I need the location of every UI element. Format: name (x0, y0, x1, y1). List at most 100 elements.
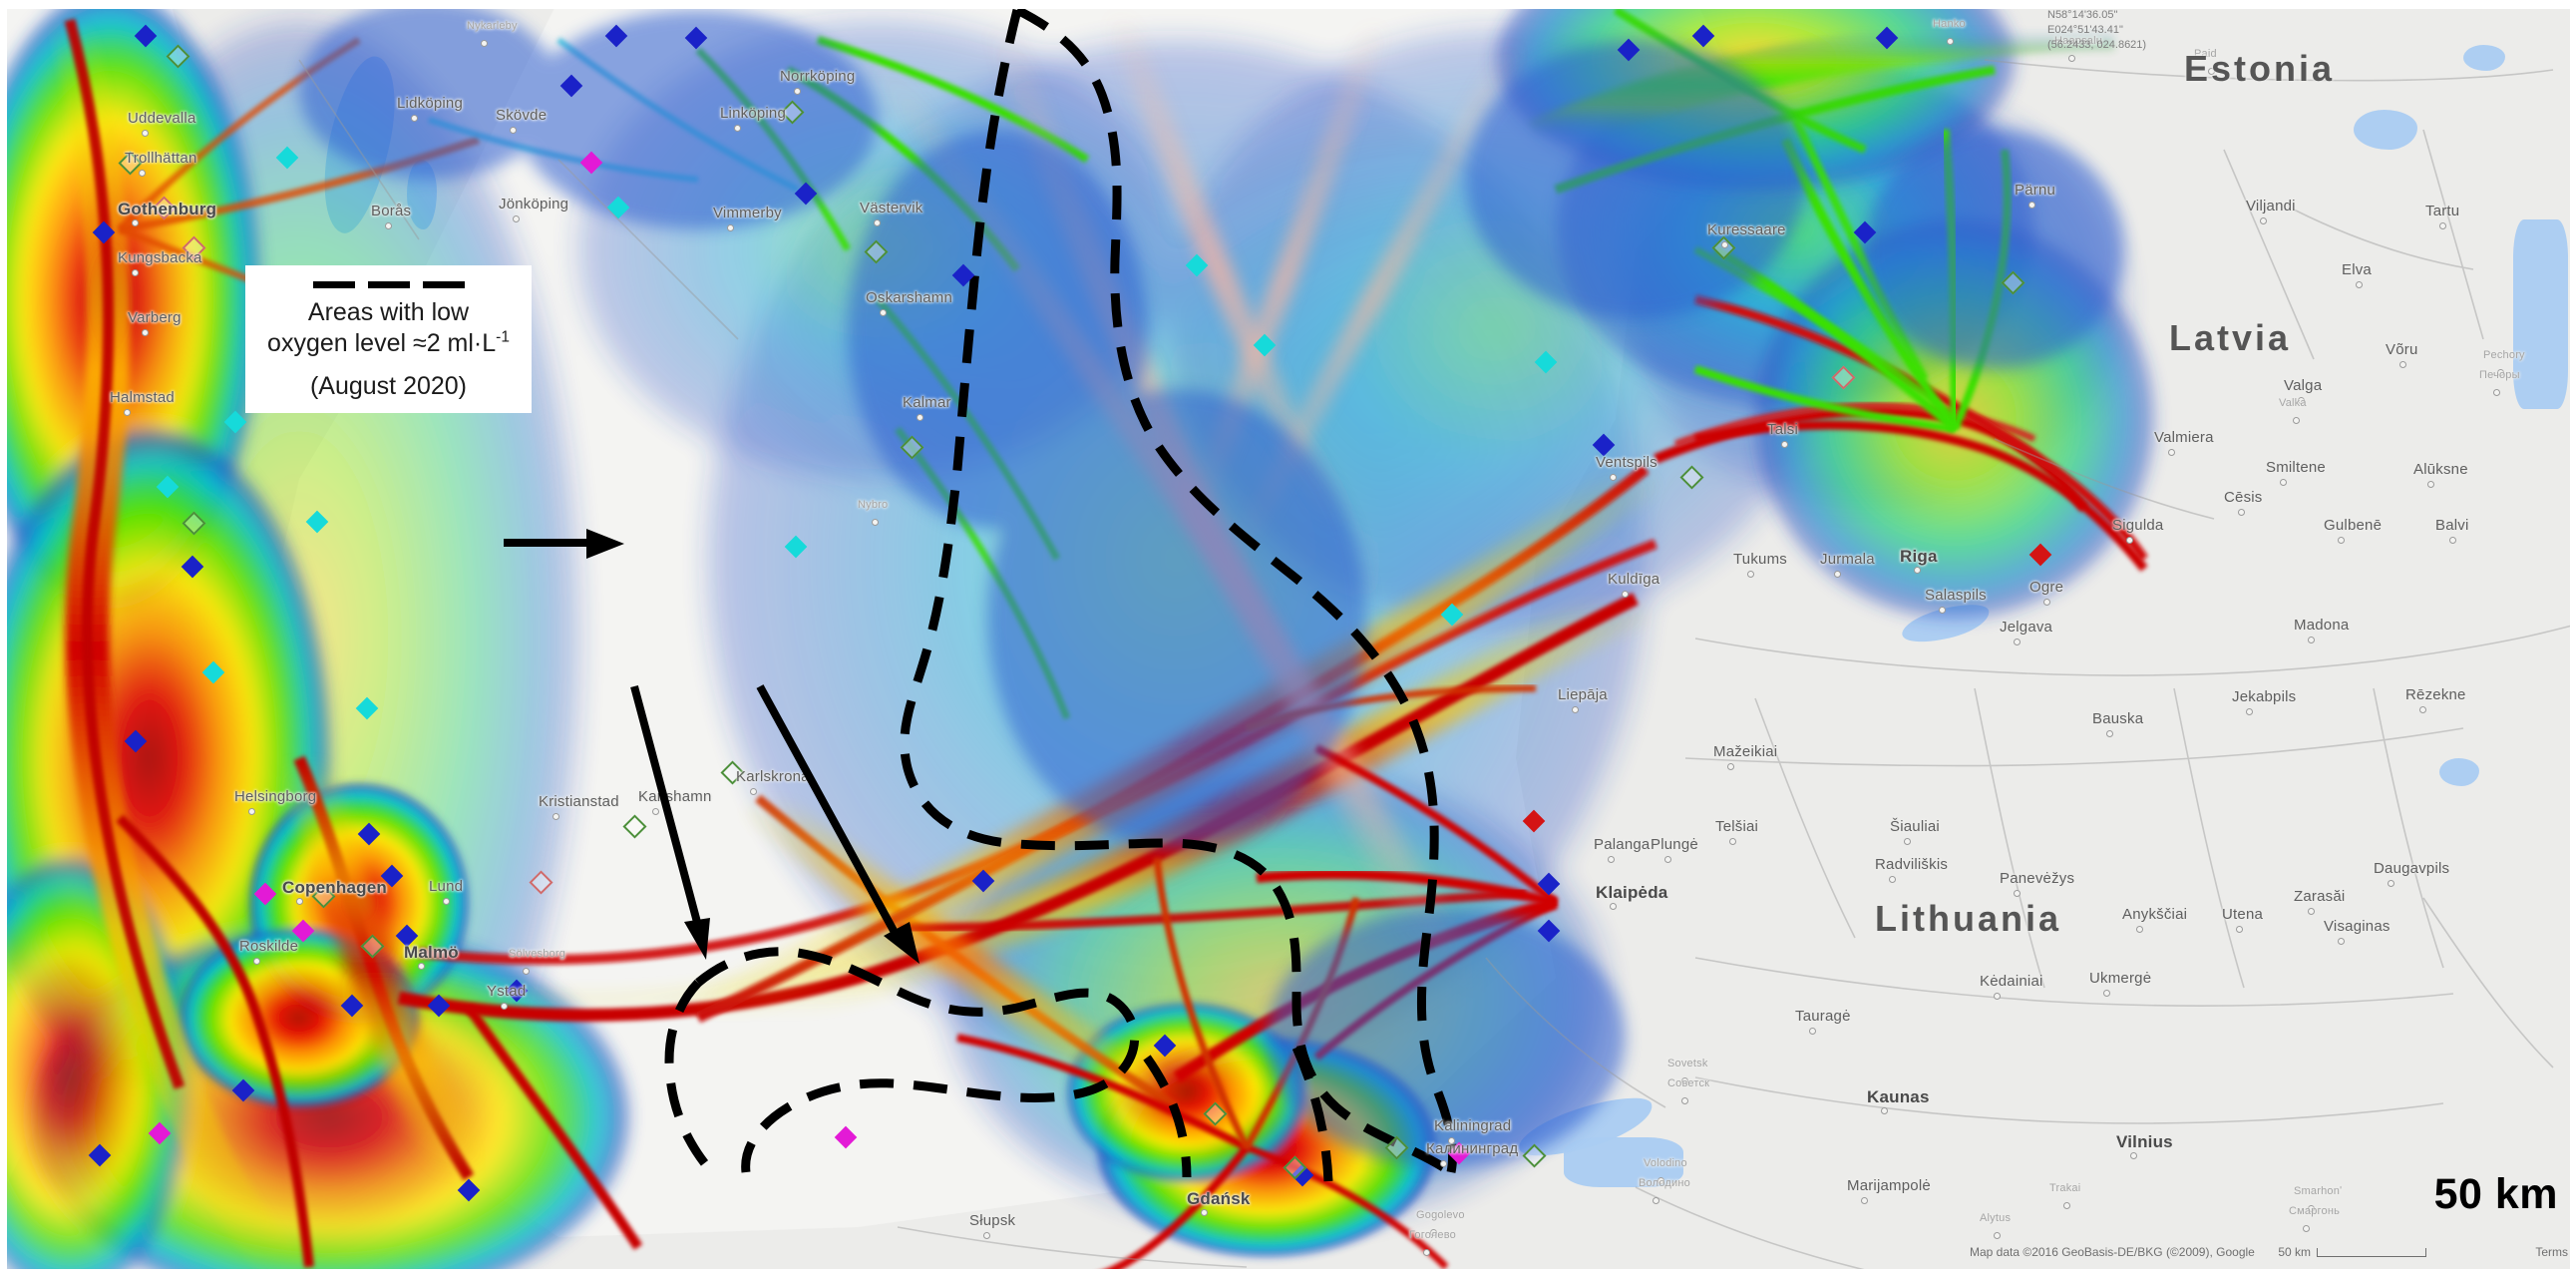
city-dot (917, 414, 923, 421)
city-dot (2068, 55, 2075, 62)
city-dot (880, 309, 887, 316)
city-dot (2439, 222, 2446, 229)
frame-right (2570, 0, 2576, 1281)
city-dot (253, 958, 260, 965)
city-dot (418, 963, 425, 970)
city-dot (2063, 1202, 2070, 1209)
frame-top (0, 0, 2576, 9)
city-dot (2308, 1205, 2315, 1212)
city-dot (750, 788, 757, 795)
city-dot (1201, 1209, 1208, 1216)
city-dot (1622, 591, 1629, 598)
city-dot (2338, 537, 2345, 544)
lake-peipus-main (2513, 219, 2568, 409)
city-dot (1939, 607, 1946, 614)
city-dot (1440, 1160, 1447, 1167)
city-dot (1994, 1232, 2001, 1239)
city-dot (513, 215, 520, 222)
city-dot (727, 224, 734, 231)
city-dot (2493, 389, 2500, 396)
city-dot (2126, 537, 2133, 544)
city-dot (1914, 567, 1921, 574)
city-dot (1747, 571, 1754, 578)
city-dot (296, 898, 303, 905)
callout-line-1: Areas with low (307, 298, 470, 326)
coordinate-readout: N58°14'36.05" E024°51'43.41" (56.2433, 0… (2047, 8, 2146, 53)
city-dot (385, 222, 392, 229)
city-dot (2497, 369, 2504, 376)
city-dot (2419, 706, 2426, 713)
city-dot (1610, 474, 1617, 481)
terms-link[interactable]: Terms (2535, 1245, 2568, 1259)
city-dot (2236, 926, 2243, 933)
city-dot (1994, 993, 2001, 1000)
city-dot (1608, 856, 1615, 863)
city-dot (2043, 599, 2050, 606)
city-dot (2103, 990, 2110, 997)
city-dot (248, 808, 255, 815)
scale-label-large: 50 km (2433, 1170, 2558, 1218)
city-dot (1657, 1177, 1664, 1184)
coord-longitude: E024°51'43.41" (2047, 23, 2123, 36)
city-dot (1664, 856, 1671, 863)
city-dot (1721, 241, 1728, 248)
city-dot (552, 813, 559, 820)
city-dot (2293, 417, 2300, 424)
city-dot (2238, 509, 2245, 516)
callout-line-2-text: oxygen level ≈2 ml·L (267, 328, 497, 357)
city-dot (652, 808, 659, 815)
city-dot (1572, 706, 1579, 713)
city-dot (2308, 637, 2315, 643)
callout-line-2: oxygen level ≈2 ml·L-1 (255, 328, 522, 359)
city-dot (2106, 730, 2113, 737)
city-dot (2399, 361, 2406, 368)
city-dot (124, 409, 131, 416)
city-dot (1729, 838, 1736, 845)
city-dot (1653, 1197, 1659, 1204)
city-dot (132, 219, 139, 226)
dash-segment (312, 281, 355, 288)
city-dot (411, 115, 418, 122)
coord-decimal: (56.2433, 024.8621) (2047, 38, 2147, 51)
city-dot (2014, 639, 2021, 645)
city-dot (510, 127, 517, 134)
city-dot (1681, 1097, 1688, 1104)
scale-bar-graphic (2317, 1247, 2426, 1257)
city-dot (2130, 1152, 2137, 1159)
city-dot (1904, 838, 1911, 845)
city-dot (983, 1232, 990, 1239)
hypoxia-legend-callout: Areas with low oxygen level ≈2 ml·L-1 (A… (245, 265, 532, 413)
city-dot (1881, 1107, 1888, 1114)
city-dot (1889, 876, 1896, 883)
city-dot (2308, 908, 2315, 915)
city-dot (2028, 202, 2035, 209)
lake-lith-1 (2439, 758, 2479, 786)
city-dot (874, 219, 881, 226)
city-dot (2338, 938, 2345, 945)
city-dot (481, 40, 488, 47)
frame-left (0, 0, 7, 1281)
google-scale-label: 50 km (2278, 1245, 2311, 1259)
city-dot (2136, 926, 2143, 933)
city-dot (443, 898, 450, 905)
city-dot (1681, 1077, 1688, 1084)
city-dot (1861, 1197, 1868, 1204)
city-dot (1448, 1137, 1455, 1144)
city-dot (734, 125, 741, 132)
dashed-line-sample (255, 281, 522, 288)
city-dot (2427, 481, 2434, 488)
city-dot (1947, 38, 1954, 45)
city-dot (2449, 537, 2456, 544)
city-dot (1727, 763, 1734, 770)
city-dot (1430, 1229, 1437, 1236)
city-dot (1610, 903, 1617, 910)
city-dot (523, 968, 530, 975)
city-dot (2246, 708, 2253, 715)
city-dot (1834, 571, 1841, 578)
lake-vortsjarv (2354, 110, 2417, 150)
city-dot (872, 519, 879, 526)
frame-bottom (0, 1269, 2576, 1281)
